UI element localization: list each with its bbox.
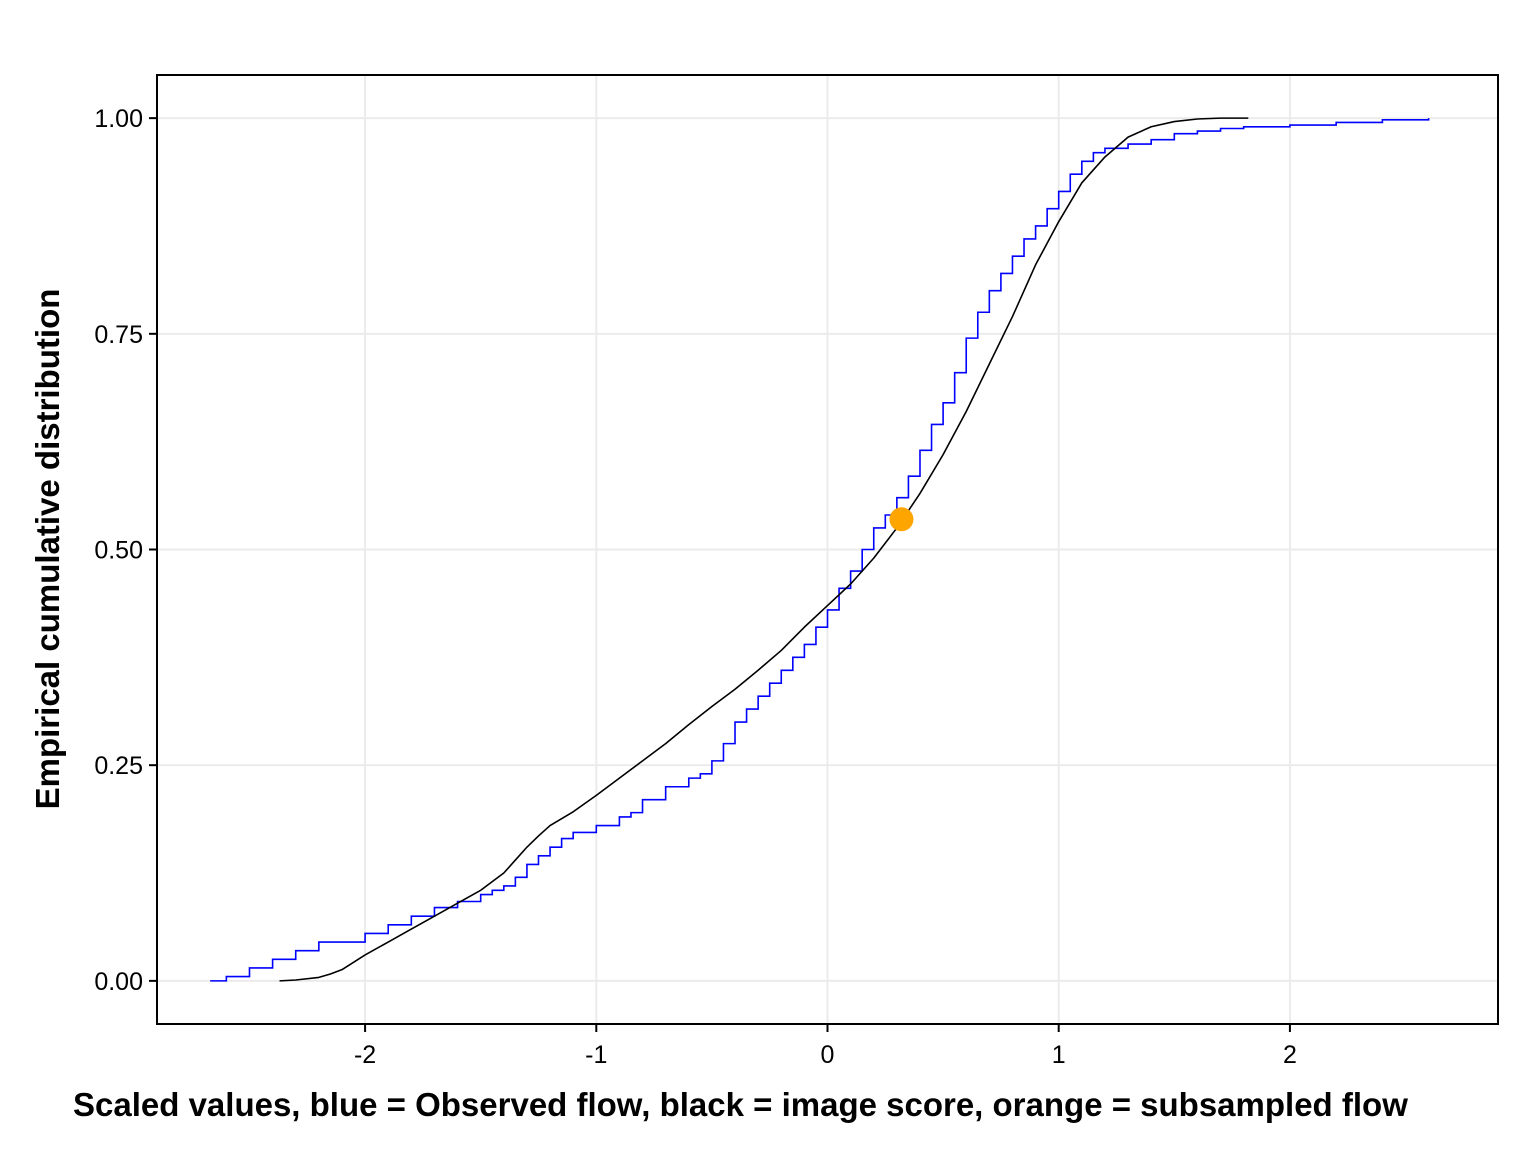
- y-tick-label: 0.25: [94, 752, 143, 780]
- x-tick-label: -1: [585, 1041, 607, 1069]
- x-tick-label: 2: [1283, 1041, 1297, 1069]
- series-observed-flow-line: [210, 118, 1430, 982]
- y-tick-label: 0.75: [94, 321, 143, 349]
- y-axis-title: Empirical cumulative distribution: [29, 289, 66, 810]
- series-subsampled-flow-point: [889, 507, 914, 532]
- x-tick-label: -2: [354, 1041, 376, 1069]
- y-tick-label: 1.00: [94, 105, 143, 133]
- axis-ticks: -2 -1 0 1 2 0.00 0.25 0.50 0.75 1.00: [94, 105, 1297, 1069]
- series-points: [889, 507, 914, 532]
- series-image-score-line: [279, 117, 1249, 982]
- grid: [157, 75, 1498, 1024]
- y-tick-label: 0.50: [94, 537, 143, 565]
- x-tick-label: 0: [821, 1041, 835, 1069]
- y-tick-label: 0.00: [94, 968, 143, 996]
- series-lines: [210, 117, 1430, 982]
- x-axis-title: Scaled values, blue = Observed flow, bla…: [73, 1086, 1408, 1123]
- x-tick-label: 1: [1052, 1041, 1066, 1069]
